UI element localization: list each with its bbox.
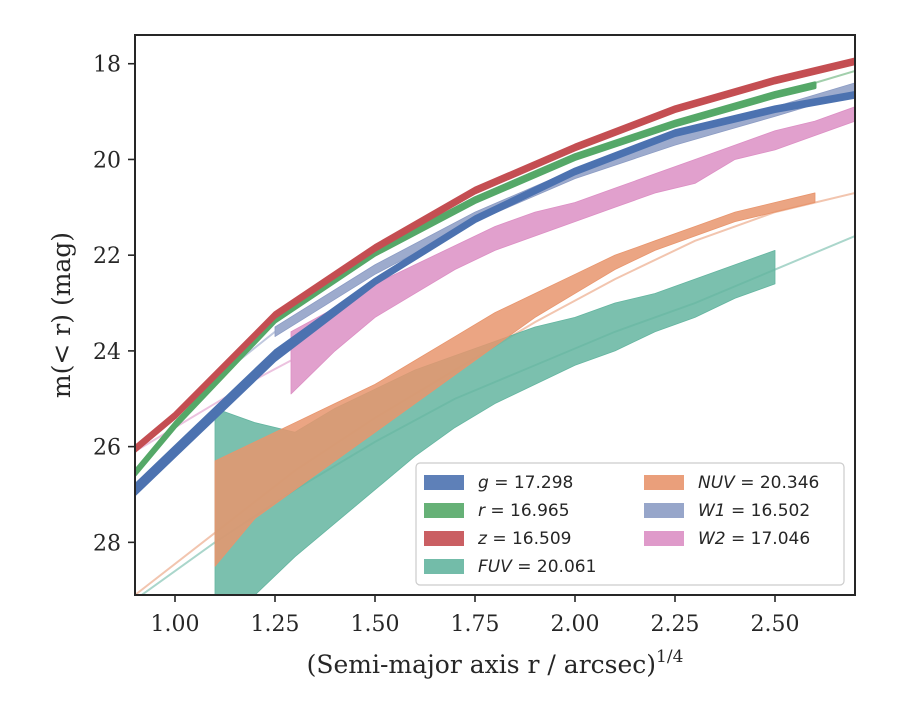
axes-frame	[134, 34, 856, 596]
legend-label-5: W1 = 16.502	[698, 501, 810, 521]
legend-label-3: FUV = 20.061	[478, 557, 596, 577]
legend-swatch-2	[424, 531, 464, 546]
legend-swatch-6	[644, 531, 684, 546]
legend-label-6: W2 = 17.046	[698, 529, 810, 549]
legend-label-2: z = 16.509	[477, 529, 571, 549]
legend-swatch-5	[644, 503, 684, 518]
x-axis-label: (Semi-major axis r / arcsec)1/4	[307, 647, 684, 679]
legend-label-1: r = 16.965	[478, 501, 570, 521]
y-tick-label: 18	[93, 53, 121, 78]
x-tick-label: 2.50	[751, 612, 800, 637]
y-tick-label: 24	[93, 340, 121, 365]
band-2	[135, 57, 855, 453]
y-tick-label: 22	[93, 244, 121, 269]
y-axis-label: m(< r) (mag)	[47, 232, 76, 398]
legend-label-0: g = 17.298	[478, 473, 573, 493]
y-tick-label: 26	[93, 436, 121, 461]
legend-box	[415, 462, 845, 586]
model-curve-1	[814, 69, 855, 84]
x-tick-label: 1.25	[251, 612, 300, 637]
x-tick-label: 2.25	[651, 612, 700, 637]
legend-swatch-4	[644, 475, 684, 490]
band-0	[135, 90, 855, 496]
band-4	[214, 192, 816, 567]
y-tick-label: 20	[93, 148, 121, 173]
legend: g = 17.298 r = 16.965 z = 16.509 FUV = 20.0…	[415, 462, 845, 586]
x-tick-label: 1.50	[351, 612, 400, 637]
band-6	[290, 106, 855, 395]
legend-swatch-0	[424, 475, 464, 490]
x-tick-label: 2.00	[551, 612, 600, 637]
legend-label-4: NUV = 20.346	[698, 473, 819, 493]
tick-marks: 1.00 1.25 1.50 1.75 2.00 2.25 2.50 18 20 22 24 26 28	[93, 53, 799, 637]
legend-swatch-1	[424, 503, 464, 518]
plot-area	[135, 57, 855, 595]
legend-swatch-3	[424, 559, 464, 574]
model-curve-6	[135, 359, 292, 453]
x-tick-label: 1.00	[151, 612, 200, 637]
y-tick-label: 28	[93, 531, 121, 556]
x-tick-label: 1.75	[451, 612, 500, 637]
axes	[134, 34, 856, 596]
